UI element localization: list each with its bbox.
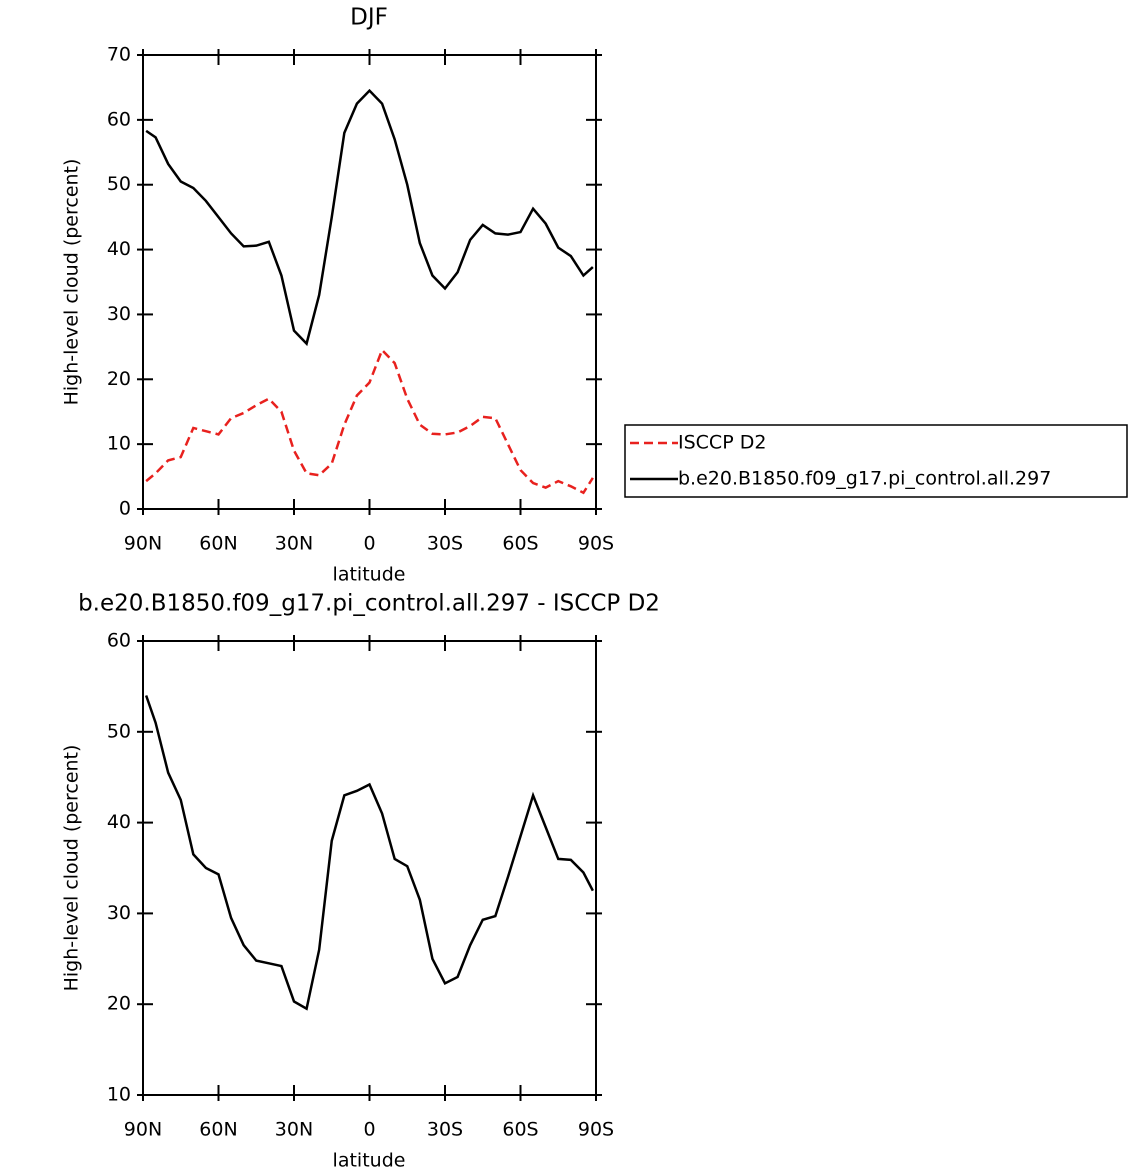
chart-title: b.e20.B1850.f09_g17.pi_control.all.297 -… [78, 591, 660, 617]
x-tick-label: 60S [502, 533, 538, 555]
y-tick-label: 20 [107, 993, 131, 1015]
y-tick-label: 0 [119, 498, 131, 520]
plot-frame [142, 54, 597, 510]
y-tick-label: 60 [107, 108, 131, 130]
y-tick-label: 10 [107, 1084, 131, 1106]
y-tick-label: 70 [107, 44, 131, 66]
legend-label: ISCCP D2 [678, 432, 766, 454]
legend-label: b.e20.B1850.f09_g17.pi_control.all.297 [678, 468, 1051, 490]
plot-frame [142, 640, 597, 1096]
x-tick-label: 90S [578, 533, 614, 555]
y-axis-label: High-level cloud (percent) [61, 745, 83, 992]
x-tick-label: 30N [275, 533, 313, 555]
x-tick-label: 90N [124, 533, 162, 555]
y-axis-label: High-level cloud (percent) [61, 159, 83, 406]
x-axis-label: latitude [333, 564, 406, 586]
y-tick-label: 50 [107, 173, 131, 195]
series-line [145, 347, 594, 495]
x-tick-label: 60N [199, 1119, 237, 1141]
x-axis-label: latitude [333, 1150, 406, 1172]
y-tick-label: 50 [107, 720, 131, 742]
x-tick-label: 90N [124, 1119, 162, 1141]
x-tick-label: 30S [427, 533, 463, 555]
x-tick-label: 30S [427, 1119, 463, 1141]
y-tick-label: 20 [107, 368, 131, 390]
series-line [145, 88, 594, 347]
x-tick-label: 0 [363, 1119, 375, 1141]
y-tick-label: 40 [107, 238, 131, 260]
x-tick-label: 30N [275, 1119, 313, 1141]
x-tick-label: 0 [363, 533, 375, 555]
x-tick-label: 60N [199, 533, 237, 555]
series-line [144, 695, 594, 1011]
y-tick-label: 30 [107, 303, 131, 325]
y-tick-label: 10 [107, 433, 131, 455]
y-tick-label: 40 [107, 811, 131, 833]
legend-box [624, 424, 1128, 498]
y-tick-label: 60 [107, 630, 131, 652]
y-tick-label: 30 [107, 902, 131, 924]
x-tick-label: 90S [578, 1119, 614, 1141]
x-tick-label: 60S [502, 1119, 538, 1141]
chart-title: DJF [350, 5, 388, 31]
